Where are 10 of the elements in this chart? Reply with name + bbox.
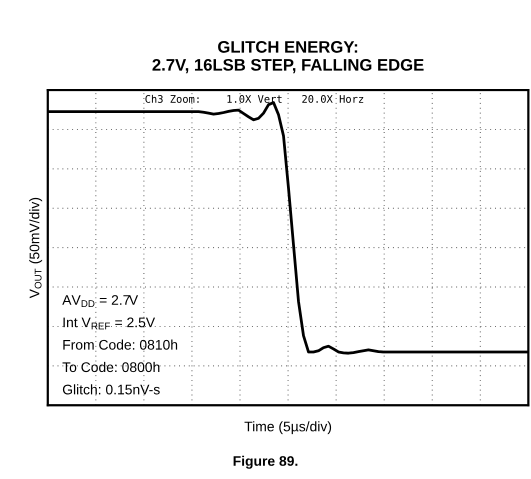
caption: Figure 89. — [234, 456, 298, 469]
annotation: From Code: 0810h — [63, 340, 178, 350]
y-axis-title: V$_{OUT}$ (50mV/div) — [29, 198, 42, 298]
chart-title: GLITCH ENERGY: 2.7V, 16LSB STEP, FALLING EDGE — [152, 41, 424, 74]
annotation: Int V$_{REF}$ = 2.5V — [63, 317, 156, 330]
x-axis-title: Time (5µs/div) — [244, 421, 332, 434]
annotation: AV$_{DD}$ = 2.7V — [62, 295, 138, 307]
annotation: Ch3 Zoom: 1.0X Vert 20.0X Horz — [145, 94, 364, 103]
annotation: Glitch: 0.15nV-s — [62, 384, 160, 394]
annotation: To Code: 0800h — [62, 362, 160, 372]
